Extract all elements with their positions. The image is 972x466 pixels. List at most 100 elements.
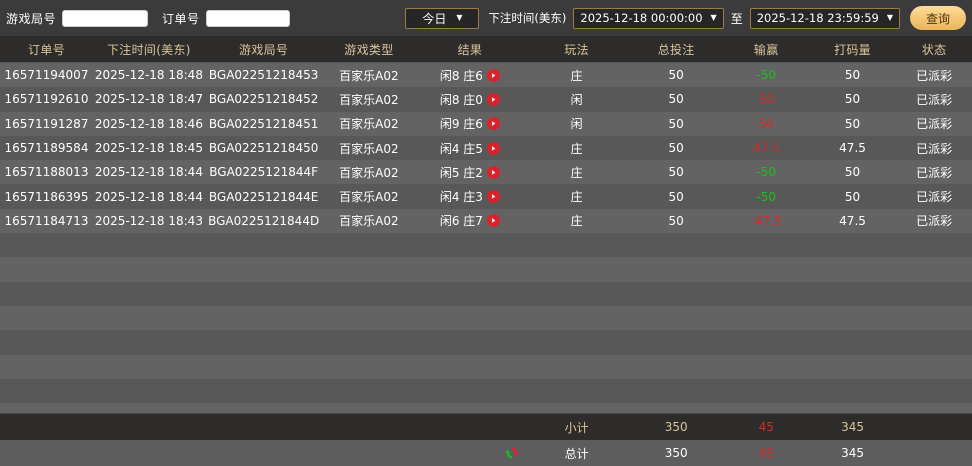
column-header-order-no: 订单号 [28,42,65,57]
chevron-down-icon: ▼ [710,13,717,22]
grandtotal-win-loss: 45 [758,446,774,460]
refresh-cell [415,445,524,461]
table-row[interactable]: 16571192610 2025-12-18 18:47 BGA0225121845… [0,87,972,112]
table-row-empty [0,281,972,306]
column-header-bet-time: 下注时间(美东) [107,42,191,57]
cell-bet-time: 2025-12-18 18:47 [94,92,203,107]
column-header-status: 状态 [921,42,947,57]
cell-bet-time: 2025-12-18 18:43 [94,213,203,228]
cell-win-loss: 50 [758,116,774,131]
cell-status: 已派彩 [916,141,953,156]
play-icon[interactable] [486,190,500,204]
date-to-value: 2025-12-18 23:59:59 [756,11,879,25]
cell-bet-time: 2025-12-18 18:46 [94,116,203,131]
bet-time-label: 下注时间(美东) [488,11,567,25]
table-row[interactable]: 16571184713 2025-12-18 18:43 BGA0225121844… [0,208,972,234]
cell-game-type: 百家乐A02 [339,117,399,132]
result-text: 闲8 庄6 [439,68,483,83]
records-table: 订单号 下注时间(美东) 游戏局号 游戏类型 结果 玩法 总投注 输赢 打码量 … [0,36,972,466]
result-inner: 闲5 庄2 [440,164,500,181]
table-header-row: 订单号 下注时间(美东) 游戏局号 游戏类型 结果 玩法 总投注 输赢 打码量 … [0,36,972,63]
cell-game-type: 百家乐A02 [339,214,399,229]
subtotal-rolling: 345 [841,420,864,434]
cell-round-no: BGA0225121844D [208,213,320,228]
cell-rolling: 50 [844,68,861,83]
cell-order-no: 16571189584 [4,141,89,156]
subtotal-label: 小计 [564,420,589,435]
cell-result: 闲8 庄0 [415,91,524,108]
cell-order-no: 16571184713 [4,213,89,228]
column-header-play: 玩法 [564,42,589,57]
date-from-value: 2025-12-18 00:00:00 [580,11,703,25]
round-number-input[interactable] [62,9,149,27]
cell-win-loss: -50 [756,68,777,83]
date-from-select[interactable]: 2025-12-18 00:00:00 ▼ [573,7,724,29]
cell-rolling: 50 [844,92,861,107]
cell-win-loss: -47.5 [750,213,782,228]
cell-play: 庄 [570,165,583,180]
cell-win-loss: -50 [756,165,777,180]
grandtotal-rolling: 345 [841,446,864,460]
cell-bet-time: 2025-12-18 18:48 [94,68,203,83]
cell-rolling: 50 [844,116,861,131]
play-icon[interactable] [486,92,500,106]
column-header-win-loss: 输赢 [753,42,779,57]
play-icon[interactable] [486,214,500,228]
cell-result: 闲4 庄3 [415,188,524,205]
play-icon[interactable] [486,141,500,155]
cell-round-no: BGA0225121844E [208,189,319,204]
result-inner: 闲6 庄7 [440,212,500,229]
cell-win-loss: -50 [756,189,777,204]
table-row[interactable]: 16571188013 2025-12-18 18:44 BGA0225121844… [0,160,972,185]
cell-game-type: 百家乐A02 [339,141,399,156]
refresh-icon[interactable] [504,445,520,461]
cell-play: 庄 [570,141,583,156]
result-text: 闲8 庄0 [439,92,483,107]
cell-status: 已派彩 [916,68,953,83]
table-row[interactable]: 16571194007 2025-12-18 18:48 BGA0225121845… [0,63,972,88]
table-row[interactable]: 16571186395 2025-12-18 18:44 BGA0225121844… [0,184,972,209]
cell-game-type: 百家乐A02 [339,165,399,180]
table-row-empty [0,354,972,379]
result-text: 闲4 庄3 [439,190,483,205]
subtotal-row: 小计 350 45 345 [0,413,972,440]
cell-total-bet: 50 [668,189,684,204]
cell-round-no: BGA02251218452 [208,92,319,107]
cell-bet-time: 2025-12-18 18:44 [94,189,203,204]
cell-status: 已派彩 [916,214,953,229]
play-icon[interactable] [486,68,500,82]
cell-result: 闲5 庄2 [415,164,524,181]
cell-game-type: 百家乐A02 [339,68,399,83]
cell-round-no: BGA02251218453 [208,68,319,83]
cell-total-bet: 50 [668,213,684,228]
cell-result: 闲9 庄6 [415,115,524,132]
cell-round-no: BGA0225121844F [209,165,319,180]
period-select-value: 今日 [422,11,447,26]
search-button[interactable]: 查询 [910,6,966,30]
cell-play: 闲 [570,117,583,132]
cell-bet-time: 2025-12-18 18:45 [94,141,203,156]
column-header-game-type: 游戏类型 [344,42,394,57]
cell-game-type: 百家乐A02 [339,190,399,205]
date-to-select[interactable]: 2025-12-18 23:59:59 ▼ [749,7,900,29]
cell-bet-time: 2025-12-18 18:44 [94,165,203,180]
cell-rolling: 47.5 [839,141,866,156]
cell-rolling: 50 [844,165,861,180]
play-icon[interactable] [486,165,500,179]
cell-result: 闲4 庄5 [415,140,524,157]
play-icon[interactable] [486,117,500,131]
round-number-label: 游戏局号 [6,11,57,26]
subtotal-win-loss: 45 [758,420,774,434]
table-row[interactable]: 16571191287 2025-12-18 18:46 BGA0225121845… [0,111,972,136]
table-row-empty [0,330,972,355]
order-number-input[interactable] [205,9,290,27]
cell-total-bet: 50 [668,165,684,180]
table-row-empty [0,378,972,404]
subtotal-total-bet: 350 [664,420,688,434]
result-inner: 闲4 庄3 [440,188,500,205]
table-row[interactable]: 16571189584 2025-12-18 18:45 BGA0225121845… [0,135,972,161]
result-inner: 闲9 庄6 [440,115,500,132]
cell-status: 已派彩 [916,117,953,132]
column-header-round-no: 游戏局号 [239,42,289,57]
period-select[interactable]: 今日 ▼ [405,7,480,29]
